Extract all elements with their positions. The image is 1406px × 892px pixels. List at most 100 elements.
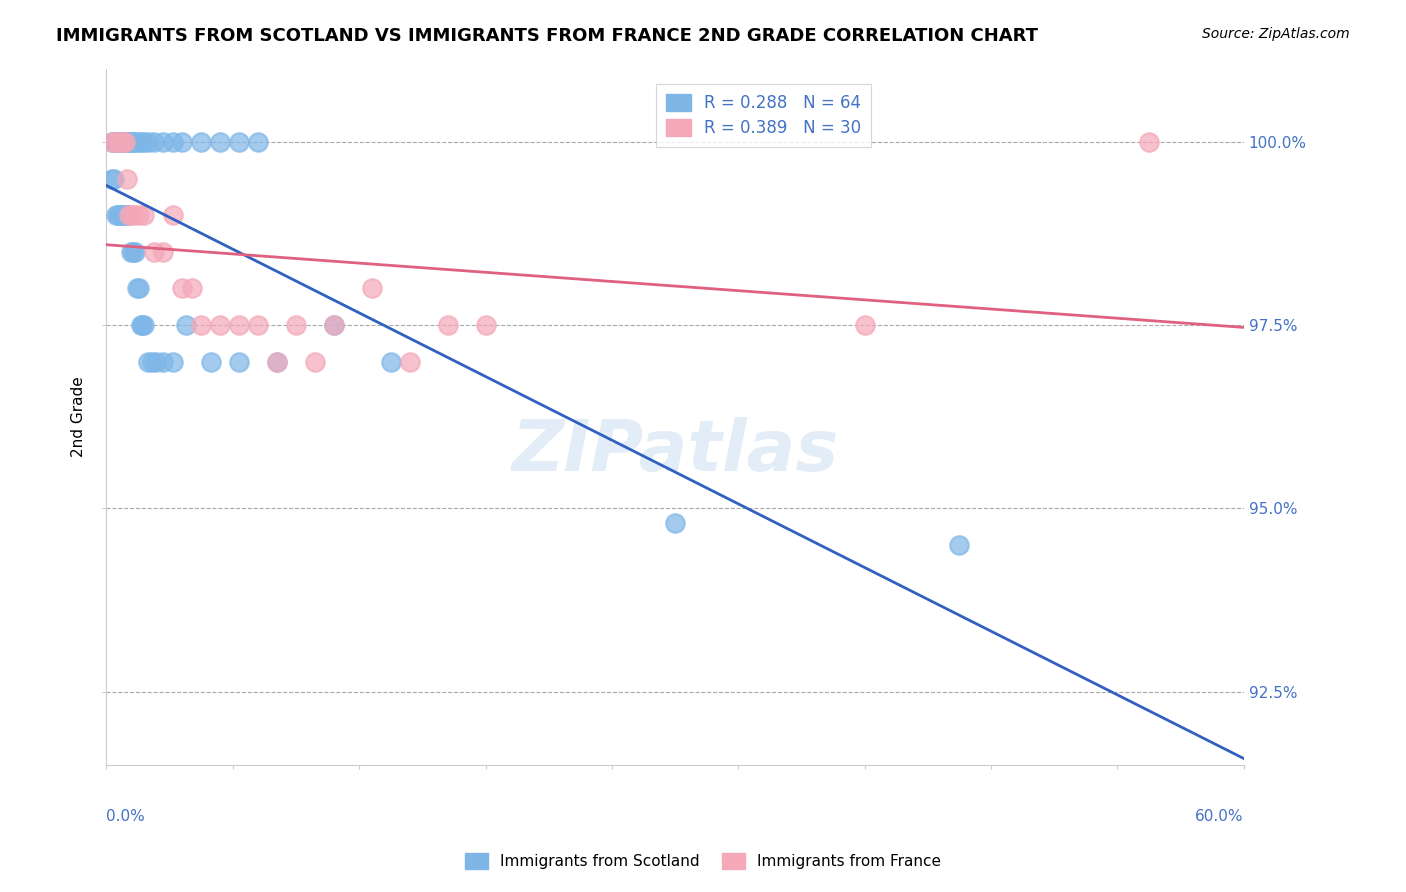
Point (112, 135, 135, 149)
Point (124, 208, 146, 222)
Point (110, 208, 132, 222)
Point (228, 355, 250, 369)
Point (115, 135, 138, 149)
Point (360, 281, 382, 295)
Point (124, 244, 146, 259)
Point (228, 318, 250, 333)
Y-axis label: 2nd Grade: 2nd Grade (72, 376, 86, 458)
Text: IMMIGRANTS FROM SCOTLAND VS IMMIGRANTS FROM FRANCE 2ND GRADE CORRELATION CHART: IMMIGRANTS FROM SCOTLAND VS IMMIGRANTS F… (56, 27, 1038, 45)
Point (228, 135, 250, 149)
Point (125, 135, 148, 149)
Point (122, 135, 145, 149)
Legend: Immigrants from Scotland, Immigrants from France: Immigrants from Scotland, Immigrants fro… (458, 847, 948, 875)
Point (190, 135, 212, 149)
Point (118, 135, 141, 149)
Point (162, 355, 184, 369)
Point (112, 135, 135, 149)
Point (128, 208, 150, 222)
Text: 0.0%: 0.0% (107, 809, 145, 824)
Point (247, 318, 270, 333)
Point (142, 244, 165, 259)
Point (284, 318, 307, 333)
Point (115, 135, 138, 149)
Point (125, 281, 148, 295)
Point (120, 135, 142, 149)
Point (304, 355, 326, 369)
Point (180, 281, 202, 295)
Point (209, 318, 232, 333)
Point (145, 355, 167, 369)
Point (142, 135, 165, 149)
Point (134, 208, 156, 222)
Point (110, 135, 132, 149)
Point (124, 135, 146, 149)
Point (129, 135, 152, 149)
Point (174, 318, 197, 333)
Point (141, 355, 163, 369)
Point (200, 355, 222, 369)
Point (112, 208, 135, 222)
Point (172, 281, 194, 295)
Point (104, 135, 127, 149)
Point (134, 135, 156, 149)
Text: ZIPatlas: ZIPatlas (512, 417, 839, 486)
Point (266, 355, 288, 369)
Point (104, 135, 127, 149)
Point (104, 135, 127, 149)
Point (107, 208, 129, 222)
Point (948, 538, 970, 552)
Point (380, 355, 402, 369)
Point (474, 318, 496, 333)
Point (172, 135, 194, 149)
Point (1137, 135, 1160, 149)
Point (103, 171, 125, 186)
Point (118, 208, 141, 222)
Point (436, 318, 458, 333)
Point (118, 208, 141, 222)
Point (322, 318, 344, 333)
Point (162, 135, 184, 149)
Point (115, 208, 138, 222)
Point (398, 355, 420, 369)
Point (131, 318, 153, 333)
Point (664, 516, 686, 530)
Point (114, 135, 136, 149)
Text: Source: ZipAtlas.com: Source: ZipAtlas.com (1202, 27, 1350, 41)
Point (108, 135, 131, 149)
Point (101, 135, 124, 149)
Point (152, 135, 174, 149)
Point (104, 208, 127, 222)
Point (247, 135, 270, 149)
Point (128, 281, 150, 295)
Point (114, 135, 136, 149)
Point (134, 318, 156, 333)
Point (114, 135, 136, 149)
Point (101, 171, 124, 186)
Legend: R = 0.288   N = 64, R = 0.389   N = 30: R = 0.288 N = 64, R = 0.389 N = 30 (657, 84, 872, 147)
Point (209, 135, 232, 149)
Point (108, 135, 131, 149)
Point (118, 135, 141, 149)
Point (108, 135, 131, 149)
Point (103, 135, 125, 149)
Point (120, 244, 142, 259)
Point (190, 318, 212, 333)
Point (152, 244, 174, 259)
Point (120, 208, 142, 222)
Point (107, 135, 129, 149)
Point (136, 355, 159, 369)
Point (266, 355, 288, 369)
Point (115, 171, 138, 186)
Point (107, 135, 129, 149)
Point (136, 135, 159, 149)
Point (110, 135, 132, 149)
Point (162, 208, 184, 222)
Point (101, 135, 124, 149)
Point (129, 318, 152, 333)
Text: 60.0%: 60.0% (1195, 809, 1244, 824)
Point (322, 318, 344, 333)
Point (853, 318, 876, 333)
Point (122, 244, 145, 259)
Point (112, 135, 135, 149)
Point (114, 208, 136, 222)
